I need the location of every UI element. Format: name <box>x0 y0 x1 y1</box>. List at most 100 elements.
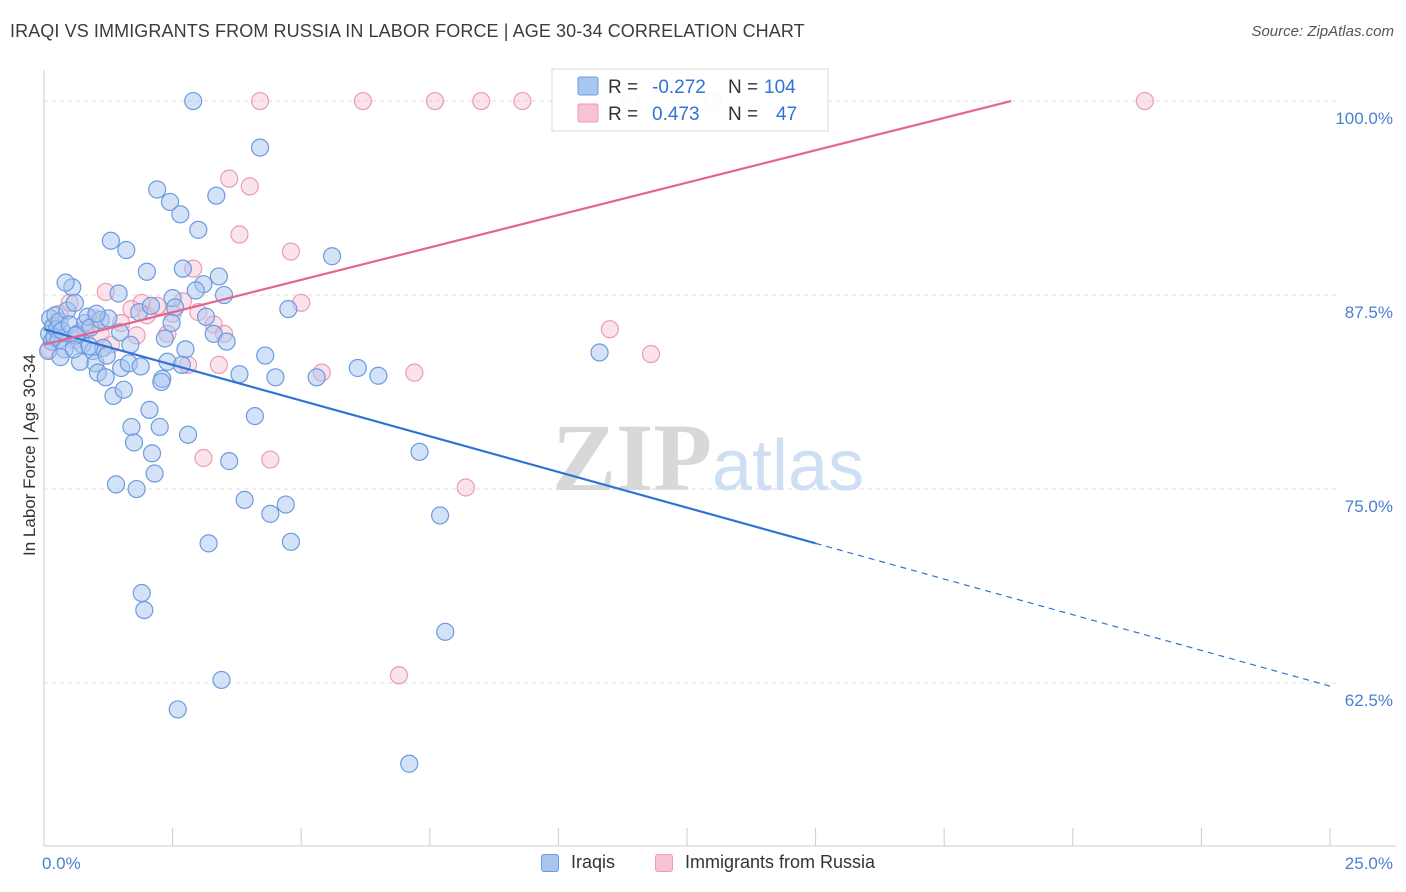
series-iraqis-points <box>39 91 609 773</box>
x-tick-label-1: 25.0% <box>1345 854 1393 873</box>
point-iraqis-65 <box>209 267 228 286</box>
point-iraqis-83 <box>410 442 429 461</box>
point-iraqis-47 <box>150 417 169 437</box>
point-iraqis-80 <box>348 358 367 378</box>
point-russia-31 <box>261 450 280 469</box>
point-iraqis-31 <box>109 284 128 303</box>
gridlines <box>44 100 1336 684</box>
point-iraqis-45 <box>145 464 164 483</box>
point-russia-29 <box>240 177 259 196</box>
watermark-zip: ZIP <box>552 404 712 511</box>
point-iraqis-40 <box>132 583 151 603</box>
point-iraqis-103 <box>51 348 70 367</box>
point-iraqis-49 <box>155 329 174 348</box>
point-iraqis-93 <box>111 323 130 342</box>
point-iraqis-78 <box>307 368 326 387</box>
point-russia-35 <box>353 91 373 111</box>
point-russia-37 <box>425 91 445 111</box>
point-iraqis-41 <box>135 600 154 620</box>
point-iraqis-66 <box>212 670 231 690</box>
point-iraqis-68 <box>220 452 239 471</box>
point-iraqis-95 <box>131 357 150 376</box>
point-russia-27 <box>220 169 239 188</box>
point-iraqis-102 <box>279 299 298 319</box>
legend-n-label-1: N = <box>728 77 758 98</box>
point-iraqis-26 <box>96 368 115 387</box>
legend-box: R = -0.272 N = 104 R = 0.473 N = 47 <box>551 68 829 132</box>
point-iraqis-62 <box>199 534 218 553</box>
point-iraqis-46 <box>148 180 167 199</box>
point-iraqis-58 <box>178 425 198 444</box>
point-iraqis-43 <box>140 400 159 419</box>
point-russia-28 <box>230 225 249 244</box>
axes <box>43 70 1396 847</box>
point-iraqis-79 <box>322 247 342 266</box>
point-iraqis-105 <box>186 281 205 300</box>
point-iraqis-33 <box>114 380 133 399</box>
legend-swatch-russia <box>577 103 599 123</box>
point-iraqis-54 <box>168 700 187 719</box>
point-iraqis-101 <box>217 332 236 351</box>
legend-swatch-russia-bottom <box>655 853 673 872</box>
point-russia-23 <box>194 448 213 468</box>
point-iraqis-38 <box>127 479 146 499</box>
point-iraqis-91 <box>87 304 106 323</box>
series-russia-points <box>40 91 1154 685</box>
point-russia-30 <box>250 91 270 111</box>
point-russia-32 <box>281 242 301 261</box>
point-iraqis-98 <box>162 313 181 333</box>
point-iraqis-56 <box>173 259 192 278</box>
legend-n-label-2: N = <box>728 104 758 125</box>
trend-lines <box>43 99 1331 687</box>
y-tick-labels: 100.0% 87.5% 75.0% 62.5% <box>1335 109 1393 710</box>
source-label: Source: ZipAtlas.com <box>1251 23 1394 40</box>
point-iraqis-14 <box>65 293 84 312</box>
point-russia-25 <box>209 355 228 374</box>
x-tick-labels: 0.0% 25.0% <box>42 854 1393 873</box>
watermark-atlas: atlas <box>712 426 864 506</box>
point-iraqis-84 <box>430 506 450 525</box>
point-iraqis-97 <box>152 372 171 392</box>
point-iraqis-77 <box>281 532 301 551</box>
point-iraqis-73 <box>256 346 275 365</box>
point-russia-40 <box>513 91 532 111</box>
point-iraqis-104 <box>64 340 83 359</box>
legend-r-value-1: -0.272 <box>652 77 706 98</box>
point-iraqis-86 <box>590 343 609 362</box>
point-iraqis-70 <box>235 490 254 510</box>
point-iraqis-30 <box>106 475 126 494</box>
legend-label-russia: Immigrants from Russia <box>685 852 876 872</box>
point-iraqis-76 <box>276 495 295 514</box>
point-russia-46 <box>389 666 409 685</box>
point-iraqis-96 <box>141 296 161 316</box>
legend-n-value-2: 47 <box>776 104 797 125</box>
y-tick-label-3: 62.5% <box>1345 691 1393 710</box>
legend-n-value-1: 104 <box>764 77 796 98</box>
bottom-legend-russia: Immigrants from Russia <box>655 852 875 873</box>
legend-swatch-iraqis <box>577 76 599 96</box>
point-iraqis-100 <box>196 307 216 326</box>
point-iraqis-74 <box>261 504 280 523</box>
point-iraqis-72 <box>250 138 270 157</box>
point-russia-45 <box>1135 91 1154 111</box>
y-tick-label-0: 100.0% <box>1335 109 1393 128</box>
point-iraqis-88 <box>56 273 75 292</box>
legend-r-label-2: R = <box>608 104 638 125</box>
point-iraqis-69 <box>230 365 249 384</box>
x-tick-label-0: 0.0% <box>42 854 81 873</box>
point-iraqis-82 <box>400 754 419 773</box>
point-iraqis-42 <box>137 262 156 281</box>
legend-label-iraqis: Iraqis <box>571 852 616 872</box>
point-russia-39 <box>472 91 491 111</box>
point-iraqis-51 <box>160 192 180 212</box>
point-iraqis-55 <box>171 205 190 224</box>
point-iraqis-59 <box>184 91 203 111</box>
y-tick-label-2: 75.0% <box>1345 497 1393 516</box>
point-iraqis-64 <box>207 186 226 205</box>
legend-swatch-iraqis-bottom <box>541 853 559 872</box>
point-iraqis-81 <box>369 366 388 385</box>
point-iraqis-75 <box>266 368 285 387</box>
point-russia-38 <box>456 478 475 497</box>
trend-line-iraqis-extension <box>815 542 1331 687</box>
point-iraqis-34 <box>117 240 136 260</box>
